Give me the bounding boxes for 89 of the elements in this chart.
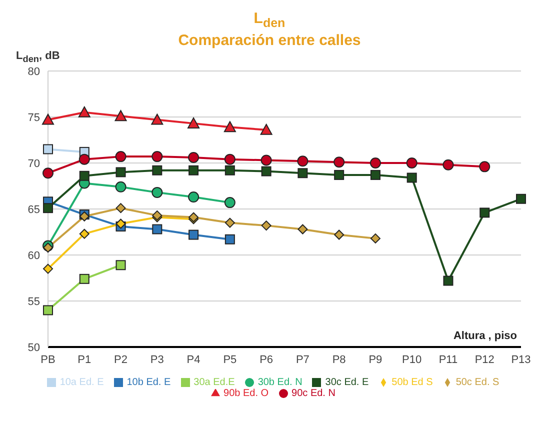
x-tick-label: P7 bbox=[296, 354, 310, 366]
y-tick-label: 65 bbox=[28, 204, 40, 216]
point bbox=[79, 274, 90, 284]
legend-label: 10b Ed. E bbox=[126, 377, 171, 388]
legend-label: 90c Ed. N bbox=[292, 388, 336, 399]
point bbox=[443, 276, 454, 286]
point bbox=[516, 194, 526, 204]
chart-title: L$_{den}$ bbox=[252, 10, 286, 32]
point bbox=[79, 228, 90, 239]
x-tick-label: PB bbox=[40, 354, 56, 366]
legend-label: 50b Ed S bbox=[392, 377, 433, 388]
point bbox=[334, 156, 345, 168]
y-tick-label: 55 bbox=[28, 296, 40, 308]
point bbox=[78, 106, 90, 118]
point bbox=[260, 154, 272, 166]
point bbox=[114, 110, 127, 122]
x-tick-label: P10 bbox=[402, 354, 422, 366]
point bbox=[43, 242, 53, 253]
point bbox=[43, 144, 53, 154]
legend-label: 30b Ed. N bbox=[258, 377, 302, 388]
legend-label: 50c Ed. S bbox=[456, 377, 500, 388]
point bbox=[151, 114, 164, 125]
y-tick-label: 60 bbox=[28, 250, 40, 262]
point bbox=[116, 167, 126, 178]
point bbox=[370, 233, 380, 244]
x-tick-label: P6 bbox=[260, 354, 274, 366]
point bbox=[370, 158, 381, 168]
point bbox=[334, 230, 344, 240]
point bbox=[224, 165, 235, 176]
y-tick-label: 70 bbox=[28, 158, 40, 170]
point bbox=[42, 114, 54, 125]
chart-subtitle: Comparación entre calles bbox=[177, 32, 362, 49]
point bbox=[479, 161, 490, 172]
x-tick-label: P8 bbox=[332, 354, 346, 366]
point bbox=[224, 154, 236, 165]
point bbox=[43, 264, 53, 274]
point bbox=[480, 208, 490, 218]
x-tick-label: P1 bbox=[78, 354, 92, 366]
y-tick-label: 80 bbox=[28, 66, 40, 78]
point bbox=[370, 170, 380, 180]
point bbox=[188, 117, 200, 128]
point bbox=[116, 260, 126, 270]
y-tick-label: 50 bbox=[28, 342, 40, 354]
x-tick-label: P12 bbox=[474, 354, 494, 366]
point bbox=[188, 230, 199, 240]
x-tick-label: P5 bbox=[223, 354, 237, 366]
point bbox=[43, 305, 53, 316]
x-tick-label: P2 bbox=[114, 354, 128, 366]
point bbox=[297, 156, 308, 167]
point bbox=[115, 181, 126, 192]
legend-label: 30a Ed.E bbox=[194, 377, 235, 388]
point bbox=[43, 203, 53, 214]
point bbox=[261, 166, 272, 176]
x-tick-label: P3 bbox=[150, 354, 164, 366]
point bbox=[224, 121, 236, 132]
x-tick-label: P9 bbox=[368, 354, 382, 366]
legend-label: 10a Ed. E bbox=[60, 377, 104, 388]
point bbox=[224, 234, 235, 244]
legend-label: 90b Ed. O bbox=[224, 388, 269, 399]
point bbox=[152, 165, 162, 176]
point bbox=[42, 168, 54, 179]
point bbox=[334, 170, 344, 180]
x-axis-title: Altura , piso bbox=[453, 330, 517, 342]
point bbox=[79, 170, 90, 181]
point bbox=[406, 158, 418, 168]
x-tick-label: P13 bbox=[511, 354, 531, 366]
legend-label: 30c Ed. E bbox=[325, 377, 369, 388]
point bbox=[152, 224, 162, 234]
point bbox=[224, 197, 236, 208]
point bbox=[260, 124, 272, 135]
point bbox=[116, 203, 126, 214]
point bbox=[116, 218, 126, 229]
point bbox=[188, 165, 199, 176]
y-tick-label: 75 bbox=[28, 112, 40, 124]
point bbox=[442, 159, 454, 170]
y-axis-title: L$_{den}$, dB bbox=[16, 50, 60, 64]
point bbox=[261, 220, 272, 231]
x-tick-label: P4 bbox=[186, 354, 200, 366]
x-tick-label: P11 bbox=[438, 354, 458, 366]
point bbox=[152, 186, 163, 198]
point bbox=[78, 154, 90, 165]
point bbox=[298, 168, 308, 178]
point bbox=[406, 172, 417, 183]
point bbox=[188, 192, 200, 203]
point bbox=[152, 151, 163, 162]
point bbox=[115, 151, 126, 162]
point bbox=[188, 152, 200, 163]
point bbox=[298, 224, 308, 234]
point bbox=[224, 218, 235, 228]
